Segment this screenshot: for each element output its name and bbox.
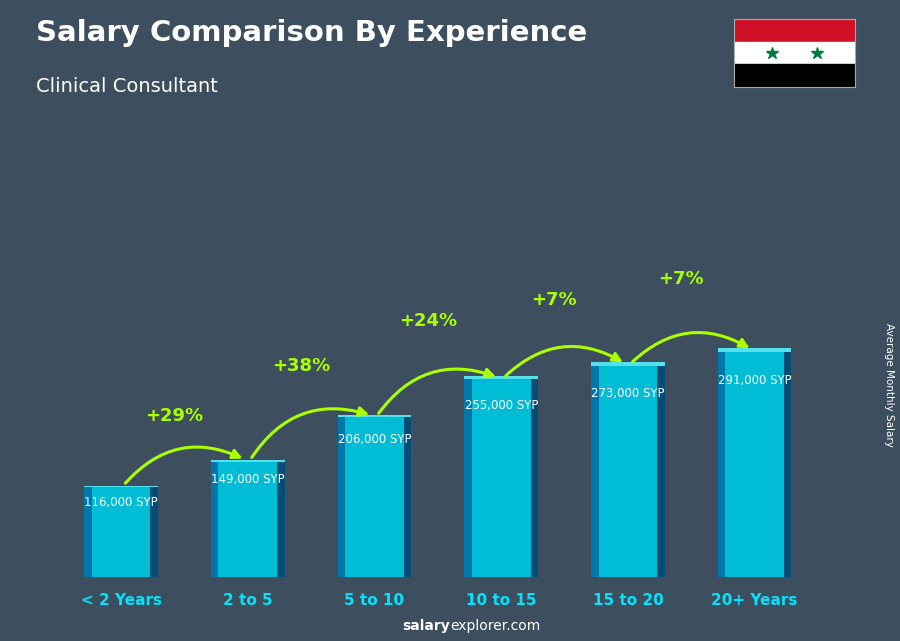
Text: 20+ Years: 20+ Years (711, 593, 797, 608)
Bar (338, 415, 411, 417)
Text: Clinical Consultant: Clinical Consultant (36, 77, 218, 96)
Bar (464, 376, 538, 379)
Bar (338, 417, 345, 577)
Text: +29%: +29% (145, 408, 203, 426)
Bar (464, 379, 472, 577)
Bar (85, 487, 92, 577)
Bar (734, 64, 855, 87)
Bar (211, 460, 284, 462)
Bar (718, 351, 791, 577)
Bar (784, 351, 791, 577)
Bar (150, 487, 158, 577)
Text: 10 to 15: 10 to 15 (466, 593, 536, 608)
Text: 2 to 5: 2 to 5 (223, 593, 273, 608)
Text: +24%: +24% (399, 312, 457, 330)
Bar (718, 351, 725, 577)
Bar (734, 42, 855, 64)
Text: 291,000 SYP: 291,000 SYP (718, 374, 791, 387)
Bar (404, 417, 411, 577)
Bar (734, 19, 855, 42)
Bar (657, 365, 665, 577)
Bar (718, 348, 791, 351)
Text: explorer.com: explorer.com (450, 619, 540, 633)
Bar (85, 486, 158, 487)
Text: 15 to 20: 15 to 20 (592, 593, 663, 608)
Bar (211, 462, 284, 577)
Bar (531, 379, 538, 577)
Text: Salary Comparison By Experience: Salary Comparison By Experience (36, 19, 587, 47)
Bar (591, 365, 599, 577)
Bar (591, 362, 665, 365)
Text: 5 to 10: 5 to 10 (345, 593, 404, 608)
Text: Average Monthly Salary: Average Monthly Salary (884, 322, 894, 447)
Text: < 2 Years: < 2 Years (80, 593, 161, 608)
Bar (277, 462, 284, 577)
Text: 273,000 SYP: 273,000 SYP (591, 387, 665, 399)
Bar (85, 487, 158, 577)
Bar (211, 462, 219, 577)
Text: +7%: +7% (658, 271, 704, 288)
Text: salary: salary (402, 619, 450, 633)
Text: +7%: +7% (532, 291, 577, 309)
Bar (464, 379, 538, 577)
Text: 206,000 SYP: 206,000 SYP (338, 433, 411, 446)
Text: 255,000 SYP: 255,000 SYP (464, 399, 538, 412)
Bar (591, 365, 665, 577)
Bar (338, 417, 411, 577)
Text: 116,000 SYP: 116,000 SYP (85, 496, 158, 509)
Text: +38%: +38% (272, 356, 330, 374)
Text: 149,000 SYP: 149,000 SYP (211, 473, 284, 486)
